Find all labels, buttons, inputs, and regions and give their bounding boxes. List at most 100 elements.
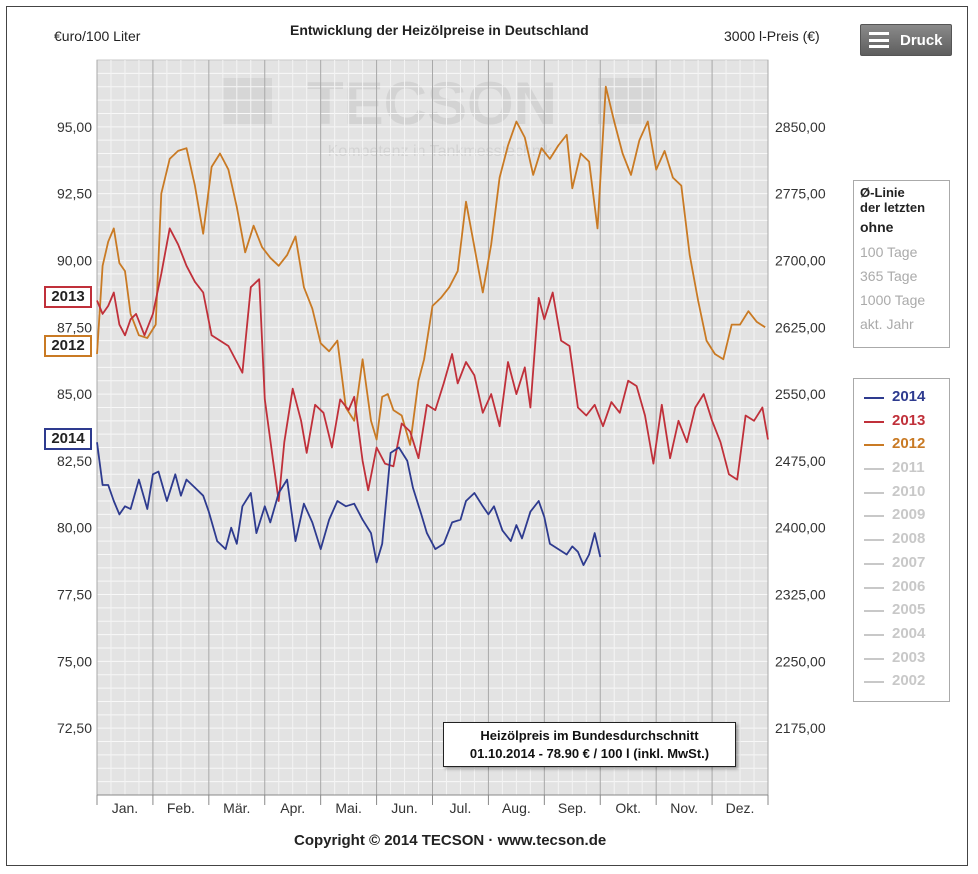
year-marker-2013: 2013 [44, 286, 92, 308]
average-line-panel: Ø-Linie der letzten ohne 100 Tage 365 Ta… [853, 180, 950, 348]
y-tick-label: 95,00 [57, 119, 92, 135]
y2-tick-label: 2325,00 [775, 587, 826, 603]
legend-label: 2008 [892, 530, 926, 548]
legend: 2014 2013 2012 2011 2010 2009 2008 2007 2006 2005… [853, 378, 950, 702]
legend-label: 2011 [892, 459, 925, 477]
legend-swatch [864, 515, 884, 518]
series-line-2012 [96, 85, 766, 446]
right-axis-title: 3000 l-Preis (€) [724, 28, 820, 44]
year-marker-2012: 2012 [44, 335, 92, 357]
y-tick-label: 77,50 [57, 587, 92, 603]
print-button-label: Druck [900, 32, 943, 49]
watermark-tagline: Kompetenz in Tankmesstechnik [328, 143, 554, 160]
legend-item-2009[interactable]: 2009 [862, 505, 949, 529]
y2-tick-label: 2850,00 [775, 119, 826, 135]
legend-label: 2004 [892, 624, 926, 642]
legend-label: 2007 [892, 553, 926, 571]
y2-tick-label: 2250,00 [775, 653, 826, 669]
copyright: Copyright © 2014 TECSON · www.tecson.de [294, 832, 607, 849]
y-tick-label: 75,00 [57, 653, 92, 669]
legend-item-2010[interactable]: 2010 [862, 482, 949, 506]
legend-swatch [864, 444, 884, 447]
y-tick-label: 87,50 [57, 319, 92, 335]
info-line-1: Heizölpreis im Bundesdurchschnitt [480, 728, 699, 743]
x-tick-label: Jun. [391, 800, 417, 816]
x-tick-label: Feb. [167, 800, 195, 816]
x-tick-label: Sep. [558, 800, 587, 816]
y2-tick-label: 2400,00 [775, 520, 826, 536]
legend-label: 2014 [892, 388, 926, 405]
y2-tick-label: 2475,00 [775, 453, 826, 469]
x-tick-label: Apr. [280, 800, 305, 816]
legend-label: 2013 [892, 411, 926, 429]
y2-tick-label: 2700,00 [775, 252, 826, 268]
legend-item-2004[interactable]: 2004 [862, 624, 949, 648]
y-tick-label: 90,00 [57, 252, 92, 268]
legend-swatch [864, 610, 884, 613]
y-tick-label: 80,00 [57, 520, 92, 536]
series-line-2014 [96, 442, 602, 566]
average-option-1000[interactable]: 1000 Tage [860, 292, 926, 308]
legend-label: 2009 [892, 506, 926, 524]
legend-swatch [864, 397, 884, 399]
average-option-100[interactable]: 100 Tage [860, 244, 918, 260]
legend-item-2013[interactable]: 2013 [862, 411, 949, 435]
x-tick-label: Aug. [502, 800, 531, 816]
y-tick-label: 82,50 [57, 453, 92, 469]
legend-swatch [864, 586, 884, 589]
legend-swatch [864, 681, 884, 684]
legend-swatch [864, 539, 884, 542]
average-heading-1: Ø-Linie [860, 185, 905, 200]
x-tick-label: Dez. [726, 800, 755, 816]
legend-label: 2003 [892, 648, 926, 666]
y-tick-label: 85,00 [57, 386, 92, 402]
legend-item-2003[interactable]: 2003 [862, 648, 949, 672]
y2-tick-label: 2775,00 [775, 186, 826, 202]
info-line-2: 01.10.2014 - 78.90 € / 100 l (inkl. MwSt… [469, 746, 710, 761]
y2-tick-label: 2175,00 [775, 720, 826, 736]
legend-swatch [864, 491, 884, 494]
print-button[interactable]: Druck [860, 24, 952, 56]
legend-item-2006[interactable]: 2006 [862, 577, 949, 601]
chart-title: Entwicklung der Heizölpreise in Deutschl… [290, 22, 589, 38]
x-tick-label: Jul. [450, 800, 472, 816]
series-line-2013 [96, 227, 769, 502]
info-box: Heizölpreis im Bundesdurchschnitt 01.10.… [443, 722, 736, 767]
average-option-365[interactable]: 365 Tage [860, 268, 918, 284]
x-tick-label: Okt. [615, 800, 641, 816]
legend-item-2007[interactable]: 2007 [862, 553, 949, 577]
left-axis-title: €uro/100 Liter [54, 28, 141, 44]
legend-item-2011[interactable]: 2011 [862, 458, 949, 482]
legend-item-2005[interactable]: 2005 [862, 600, 949, 624]
legend-label: 2012 [892, 435, 926, 453]
y2-tick-label: 2625,00 [775, 319, 826, 335]
y2-tick-label: 2550,00 [775, 386, 826, 402]
legend-item-2014[interactable]: 2014 [862, 387, 949, 411]
year-marker-2014: 2014 [44, 428, 92, 450]
series-layer [96, 85, 769, 566]
legend-swatch [864, 633, 884, 636]
watermark-block-right [598, 78, 654, 124]
legend-swatch [864, 562, 884, 565]
watermark-block-left [222, 78, 272, 124]
x-tick-label: Jan. [112, 800, 138, 816]
x-tick-label: Mär. [223, 800, 250, 816]
x-tick-label: Nov. [670, 800, 698, 816]
average-option-none[interactable]: ohne [860, 219, 894, 235]
legend-item-2008[interactable]: 2008 [862, 529, 949, 553]
axes: 72,50 2175,00 75,00 2250,00 77,50 2325,00 80,0… [57, 119, 826, 816]
legend-label: 2002 [892, 672, 926, 690]
legend-item-2012[interactable]: 2012 [862, 434, 949, 458]
x-tick-label: Mai. [335, 800, 361, 816]
legend-swatch [864, 420, 884, 423]
legend-label: 2005 [892, 601, 926, 619]
y-tick-label: 92,50 [57, 186, 92, 202]
legend-label: 2010 [892, 482, 926, 500]
average-option-current-year[interactable]: akt. Jahr [860, 316, 914, 332]
legend-item-2002[interactable]: 2002 [862, 671, 949, 695]
y-tick-label: 72,50 [57, 720, 92, 736]
average-heading-2: der letzten [860, 200, 926, 215]
menu-lines-icon [869, 32, 889, 48]
legend-swatch [864, 657, 884, 660]
